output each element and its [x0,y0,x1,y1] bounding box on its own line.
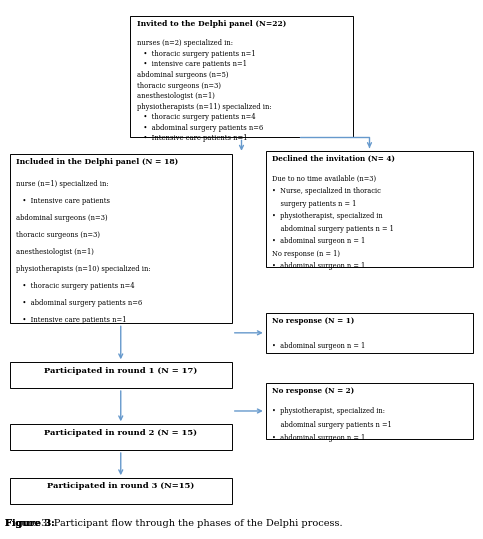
Text: •  abdominal surgery patients n=6: • abdominal surgery patients n=6 [137,124,263,132]
Text: physiotherapists (n=11) specialized in:: physiotherapists (n=11) specialized in: [137,102,271,110]
Text: Due to no time available (n=3): Due to no time available (n=3) [272,175,376,183]
Text: surgery patients n = 1: surgery patients n = 1 [272,200,356,208]
FancyBboxPatch shape [266,151,473,267]
Text: •  abdominal surgeon n = 1: • abdominal surgeon n = 1 [272,342,365,350]
Text: nurses (n=2) specialized in:: nurses (n=2) specialized in: [137,39,233,47]
FancyBboxPatch shape [10,478,232,504]
Text: No response (n = 1): No response (n = 1) [272,250,340,258]
Text: abdominal surgery patients n = 1: abdominal surgery patients n = 1 [272,225,394,233]
Text: •  thoracic surgery patients n=1: • thoracic surgery patients n=1 [137,50,256,58]
Text: Figure 3:: Figure 3: [5,519,55,528]
Text: abdominal surgeons (n=5): abdominal surgeons (n=5) [137,71,228,79]
FancyBboxPatch shape [266,383,473,439]
Text: No response (N = 2): No response (N = 2) [272,387,354,395]
Text: Included in the Delphi panel (N = 18): Included in the Delphi panel (N = 18) [16,158,178,166]
Text: Figure 3:: Figure 3: [5,519,55,528]
Text: Invited to the Delphi panel (N=22): Invited to the Delphi panel (N=22) [137,20,286,29]
FancyBboxPatch shape [266,313,473,353]
Text: •  Intensive care patients n=1: • Intensive care patients n=1 [137,134,247,142]
Text: •  thoracic surgery patients n=4: • thoracic surgery patients n=4 [137,113,256,121]
Text: •  Intensive care patients: • Intensive care patients [16,197,110,205]
Text: Participated in round 2 (N = 15): Participated in round 2 (N = 15) [44,429,197,437]
Text: •  intensive care patients n=1: • intensive care patients n=1 [137,60,247,68]
Text: •  Intensive care patients n=1: • Intensive care patients n=1 [16,316,127,324]
FancyBboxPatch shape [10,424,232,450]
Text: •  abdominal surgeon n = 1: • abdominal surgeon n = 1 [272,237,365,245]
Text: nurse (n=1) specialized in:: nurse (n=1) specialized in: [16,180,109,188]
Text: physiotherapists (n=10) specialized in:: physiotherapists (n=10) specialized in: [16,265,151,273]
Text: •  physiotherapist, specialized in: • physiotherapist, specialized in [272,212,383,220]
FancyBboxPatch shape [10,362,232,388]
Text: •  physiotherapist, specialized in:: • physiotherapist, specialized in: [272,407,385,415]
Text: anesthesiologist (n=1): anesthesiologist (n=1) [16,248,94,256]
Text: •  Nurse, specialized in thoracic: • Nurse, specialized in thoracic [272,188,381,196]
Text: •  abdominal surgeon n = 1: • abdominal surgeon n = 1 [272,434,365,442]
Text: thoracic surgeons (n=3): thoracic surgeons (n=3) [137,81,221,89]
Text: abdominal surgery patients n =1: abdominal surgery patients n =1 [272,420,392,429]
Text: Figure 3: Participant flow through the phases of the Delphi process.: Figure 3: Participant flow through the p… [5,519,342,528]
Text: abdominal surgeons (n=3): abdominal surgeons (n=3) [16,214,108,222]
Text: •  thoracic surgery patients n=4: • thoracic surgery patients n=4 [16,282,135,290]
Text: No response (N = 1): No response (N = 1) [272,317,355,325]
FancyBboxPatch shape [10,154,232,323]
Text: thoracic surgeons (n=3): thoracic surgeons (n=3) [16,231,100,239]
Text: Participated in round 1 (N = 17): Participated in round 1 (N = 17) [44,367,198,375]
Text: Participated in round 3 (N=15): Participated in round 3 (N=15) [47,482,194,490]
Text: •  abdominal surgeon n = 1: • abdominal surgeon n = 1 [272,262,365,271]
FancyBboxPatch shape [130,16,353,137]
Text: Declined the invitation (N= 4): Declined the invitation (N= 4) [272,155,395,163]
Text: anesthesiologist (n=1): anesthesiologist (n=1) [137,92,214,100]
Text: •  abdominal surgery patients n=6: • abdominal surgery patients n=6 [16,299,142,307]
